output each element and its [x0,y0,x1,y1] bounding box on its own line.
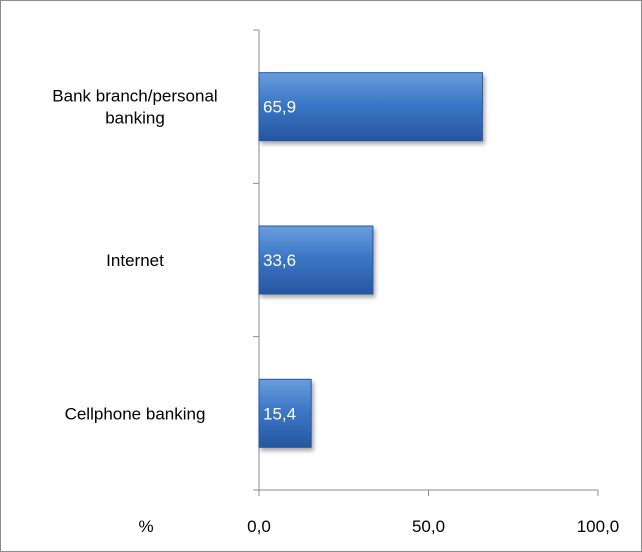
x-tick-label: 0,0 [247,517,271,536]
data-label: 33,6 [263,251,296,270]
data-label: 15,4 [263,404,296,423]
bar [258,378,312,448]
category-label-line: Internet [106,251,164,270]
bar [258,225,374,295]
x-axis-ticks: 0,0 50,0 100,0 [247,490,619,536]
category-label-line: Cellphone banking [65,404,206,423]
category-label: Internet [106,251,164,270]
category-label: Cellphone banking [65,404,206,423]
bar [258,72,483,142]
x-tick-label: 50,0 [412,517,445,536]
data-label: 65,9 [263,98,296,117]
category-labels: Bank branch/personal banking Internet Cellp… [52,87,217,424]
x-axis-title: % [138,517,153,536]
category-label: Bank branch/personal banking [52,87,217,128]
data-labels: 65,9 33,6 15,4 [263,98,296,424]
y-axis-ticks [253,29,259,491]
category-label-line: banking [105,109,165,128]
x-tick-label: 100,0 [577,517,620,536]
category-label-line: Bank branch/personal [52,87,217,106]
bars [258,72,483,448]
